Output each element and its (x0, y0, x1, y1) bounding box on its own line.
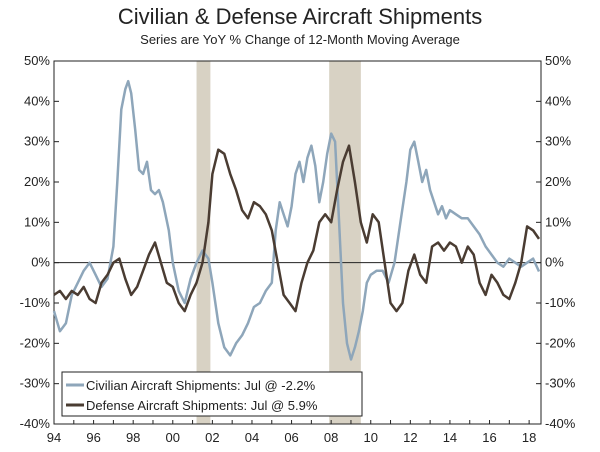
recession-band-2 (329, 61, 361, 424)
x-tick-label: 94 (47, 430, 61, 445)
x-tick-label: 18 (522, 430, 536, 445)
y-tick-label-right: 40% (545, 93, 571, 108)
recession-band-1 (196, 61, 211, 424)
legend-label-defense: Defense Aircraft Shipments: Jul @ 5.9% (86, 398, 318, 413)
x-tick-label: 10 (364, 430, 378, 445)
series-line-civilian (52, 79, 541, 361)
x-tick-label: 06 (284, 430, 298, 445)
x-tick-label: 98 (126, 430, 140, 445)
y-tick-label-left: 20% (24, 174, 50, 189)
plot-frame (53, 60, 542, 425)
y-tick-label-right: 50% (545, 53, 571, 68)
y-tick-label-right: 0% (545, 255, 564, 270)
y-tick-label-left: -40% (20, 416, 51, 431)
y-tick-label-left: 10% (24, 214, 50, 229)
chart-subtitle: Series are YoY % Change of 12-Month Movi… (140, 32, 460, 47)
legend-label-civilian: Civilian Aircraft Shipments: Jul @ -2.2% (86, 378, 316, 393)
y-tick-label-left: 50% (24, 53, 50, 68)
chart-title: Civilian & Defense Aircraft Shipments (117, 4, 483, 29)
y-tick-label-right: -30% (545, 376, 576, 391)
x-tick-label: 14 (443, 430, 457, 445)
y-tick-label-left: 0% (31, 255, 50, 270)
x-tick-label: 16 (482, 430, 496, 445)
series-line-defense (53, 144, 541, 313)
x-tick-label: 00 (166, 430, 180, 445)
y-tick-label-left: -20% (20, 335, 51, 350)
y-tick-label-right: 30% (545, 134, 571, 149)
x-tick-label: 04 (245, 430, 259, 445)
y-tick-label-left: -10% (20, 295, 51, 310)
y-tick-label-left: -30% (20, 376, 51, 391)
y-tick-label-right: -40% (545, 416, 576, 431)
y-tick-label-left: 30% (24, 134, 50, 149)
y-tick-label-right: -20% (545, 335, 576, 350)
x-tick-label: 96 (86, 430, 100, 445)
x-tick-label: 02 (205, 430, 219, 445)
x-tick-label: 08 (324, 430, 338, 445)
y-tick-label-right: 20% (545, 174, 571, 189)
legend-box (61, 371, 363, 417)
y-tick-label-right: 10% (545, 214, 571, 229)
x-tick-label: 12 (403, 430, 417, 445)
y-tick-label-right: -10% (545, 295, 576, 310)
y-tick-label-left: 40% (24, 93, 50, 108)
